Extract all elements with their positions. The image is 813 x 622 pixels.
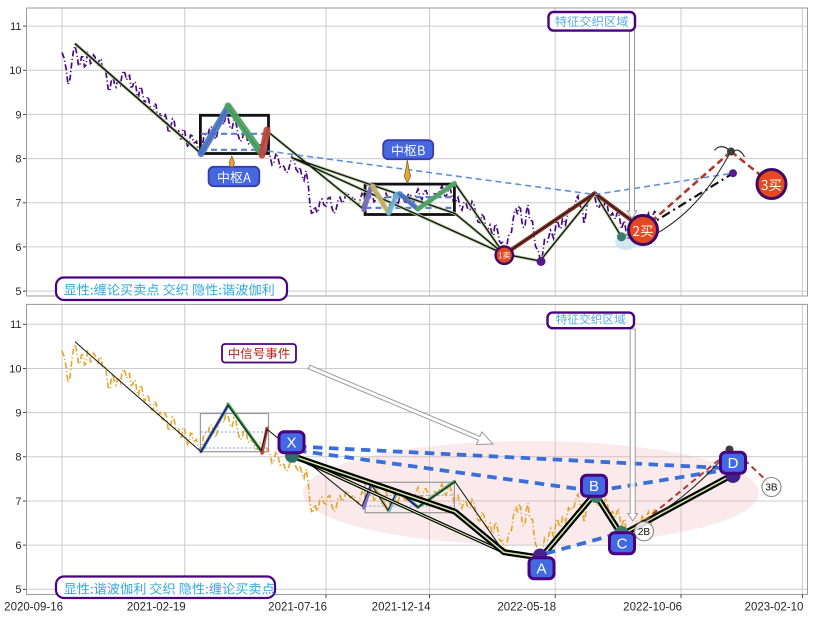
svg-text:8: 8 bbox=[15, 154, 21, 166]
svg-text:2B: 2B bbox=[638, 527, 651, 538]
svg-text:A: A bbox=[536, 561, 546, 578]
svg-text:9: 9 bbox=[15, 408, 21, 420]
svg-text:2022-05-18: 2022-05-18 bbox=[497, 602, 556, 614]
svg-text:X: X bbox=[286, 435, 296, 452]
svg-text:B: B bbox=[589, 478, 599, 495]
svg-text:8: 8 bbox=[15, 452, 21, 464]
svg-text:7: 7 bbox=[15, 496, 21, 508]
svg-text:2021-07-16: 2021-07-16 bbox=[268, 602, 327, 614]
svg-text:10: 10 bbox=[9, 363, 21, 375]
svg-text:D: D bbox=[728, 455, 739, 472]
svg-text:2020-09-16: 2020-09-16 bbox=[4, 602, 63, 614]
svg-text:5: 5 bbox=[15, 286, 21, 298]
svg-text:5: 5 bbox=[15, 584, 21, 596]
svg-text:2021-02-19: 2021-02-19 bbox=[127, 602, 186, 614]
svg-text:9: 9 bbox=[15, 109, 21, 121]
svg-text:6: 6 bbox=[15, 540, 21, 552]
svg-text:6: 6 bbox=[15, 242, 21, 254]
svg-text:2021-12-14: 2021-12-14 bbox=[372, 602, 431, 614]
svg-text:11: 11 bbox=[10, 319, 21, 331]
svg-text:3B: 3B bbox=[765, 483, 778, 494]
svg-text:10: 10 bbox=[9, 65, 21, 77]
svg-text:7: 7 bbox=[15, 198, 21, 210]
svg-text:2022-10-06: 2022-10-06 bbox=[623, 602, 682, 614]
svg-text:C: C bbox=[617, 536, 628, 553]
svg-text:2023-02-10: 2023-02-10 bbox=[745, 602, 804, 614]
svg-text:11: 11 bbox=[10, 21, 21, 33]
